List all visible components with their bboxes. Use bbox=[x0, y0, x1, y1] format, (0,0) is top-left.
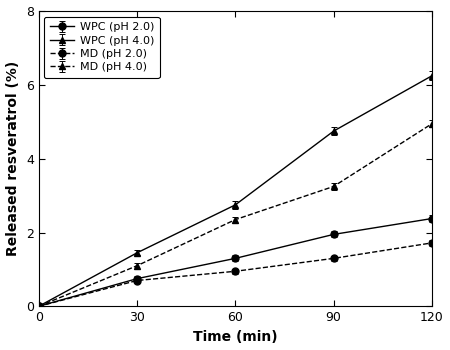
X-axis label: Time (min): Time (min) bbox=[193, 330, 278, 344]
Y-axis label: Released resveratrol (%): Released resveratrol (%) bbox=[6, 61, 20, 257]
Legend: WPC (pH 2.0), WPC (pH 4.0), MD (pH 2.0), MD (pH 4.0): WPC (pH 2.0), WPC (pH 4.0), MD (pH 2.0),… bbox=[44, 17, 160, 78]
